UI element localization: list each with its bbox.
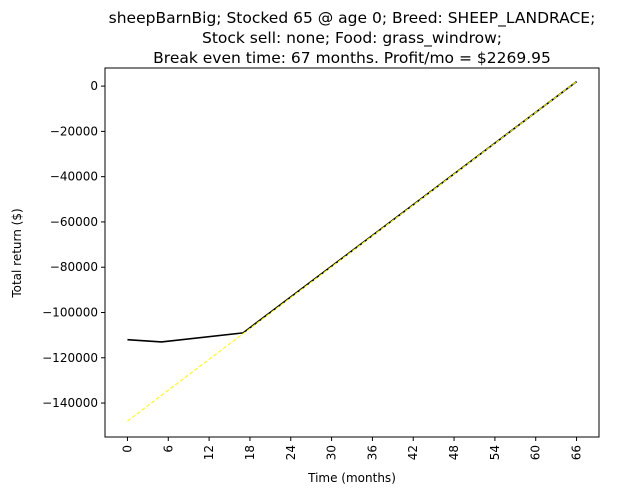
y-tick-label: −80000 <box>50 260 98 274</box>
chart-title-line-1: sheepBarnBig; Stocked 65 @ age 0; Breed:… <box>109 9 596 28</box>
chart-title-line-3: Break even time: 67 months. Profit/mo = … <box>153 49 551 67</box>
y-axis-label: Total return ($) <box>10 208 24 298</box>
chart-title-line-2: Stock sell: none; Food: grass_windrow; <box>202 29 502 48</box>
x-tick-label: 12 <box>202 445 216 460</box>
x-tick-label: 30 <box>325 445 339 460</box>
x-tick-label: 0 <box>120 445 134 453</box>
plot-area <box>104 67 600 438</box>
x-tick-label: 54 <box>488 445 502 460</box>
y-tick-label: −100000 <box>42 305 98 319</box>
series-line-2 <box>127 81 577 422</box>
y-tick-label: −40000 <box>50 170 98 184</box>
x-tick-label: 66 <box>570 445 584 460</box>
x-tick-label: 6 <box>161 445 175 453</box>
y-tick-label: −120000 <box>42 351 98 365</box>
y-tick-label: −20000 <box>50 124 98 138</box>
y-tick-label: −60000 <box>50 215 98 229</box>
x-tick-label: 60 <box>529 445 543 460</box>
x-tick-label: 42 <box>406 445 420 460</box>
x-tick-label: 36 <box>365 445 379 460</box>
x-tick-label: 24 <box>284 445 298 460</box>
y-tick-label: −140000 <box>42 396 98 410</box>
y-axis-ticks: 0 −20000 −40000 −60000 −80000 −100000 −120000 −… <box>42 79 105 410</box>
series-line-1 <box>127 80 578 343</box>
plot-frame <box>104 67 600 438</box>
x-tick-label: 18 <box>243 445 257 460</box>
x-tick-label: 48 <box>447 445 461 460</box>
chart-title: sheepBarnBig; Stocked 65 @ age 0; Breed:… <box>109 9 596 67</box>
x-axis-ticks: 0 6 12 18 24 30 36 42 48 54 60 66 <box>120 437 584 460</box>
x-axis-label: Time (months) <box>307 471 396 485</box>
y-tick-label: 0 <box>90 79 98 93</box>
